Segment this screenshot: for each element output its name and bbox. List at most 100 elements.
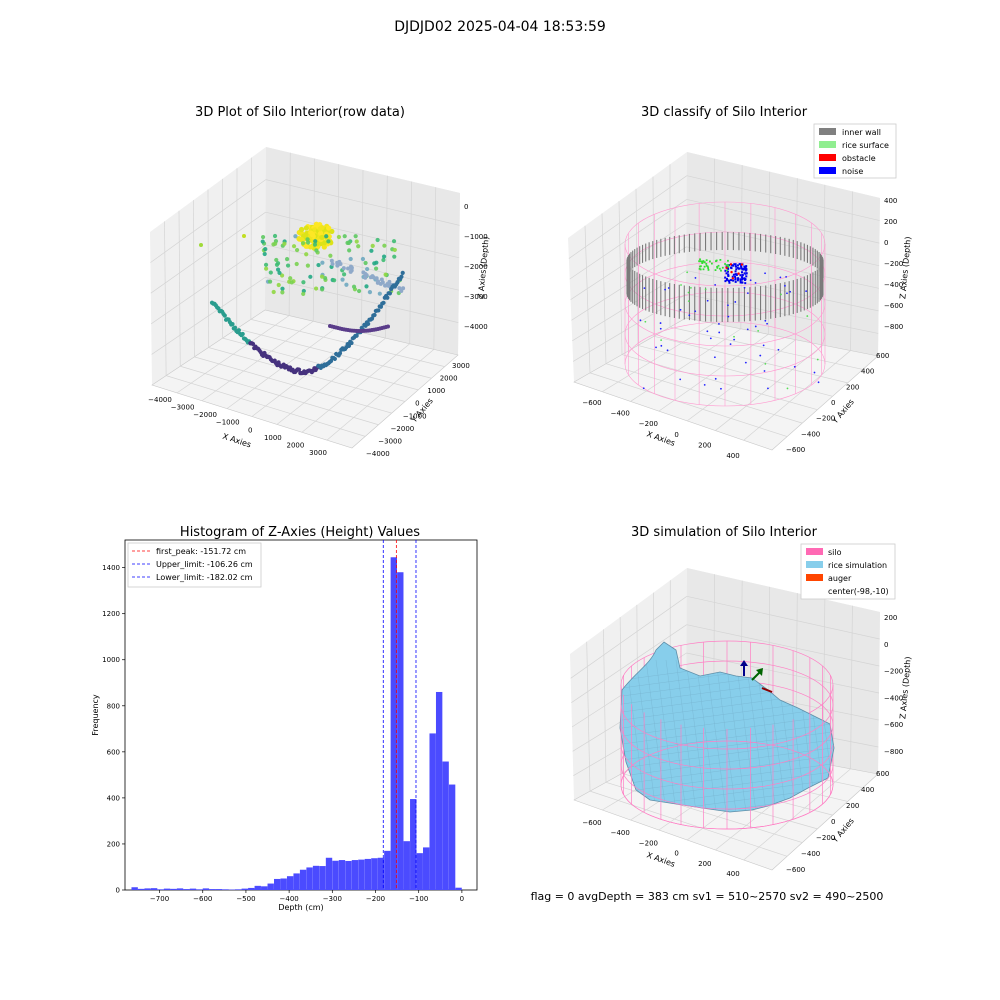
rice-point (709, 260, 711, 263)
noise-point (727, 273, 730, 276)
tick-label: 200 (884, 614, 897, 622)
scatter-point (727, 304, 729, 307)
grid-line (686, 246, 879, 289)
tick-label: −400 (801, 430, 820, 438)
data-point (279, 273, 285, 278)
grid-line (605, 363, 803, 424)
data-point (382, 243, 387, 248)
grid-line (686, 595, 880, 640)
data-point (335, 260, 340, 265)
grid-line (767, 171, 771, 335)
auger-arrows (740, 660, 773, 693)
data-point (304, 252, 309, 257)
scatter-point (709, 337, 712, 340)
data-point (364, 284, 369, 289)
scatter-point (642, 387, 645, 390)
y-tick-label: 1400 (102, 564, 120, 572)
scatter-point (764, 362, 767, 365)
histogram-bar (416, 853, 423, 890)
noise-point (741, 268, 744, 271)
histogram-bar (176, 888, 184, 890)
data-point (344, 282, 349, 287)
noise-point (730, 279, 733, 282)
scatter-point (703, 384, 706, 386)
grid-line (822, 184, 826, 346)
y-tick-label: 1000 (102, 656, 120, 664)
noise-point (739, 274, 742, 277)
tick-label: −3000 (464, 293, 488, 301)
tick-label: 0 (464, 203, 468, 211)
grid-line (589, 790, 788, 857)
data-point (230, 322, 235, 327)
scatter-point (644, 320, 647, 323)
histogram-bar (345, 860, 352, 890)
data-point (305, 240, 311, 245)
noise-point (745, 272, 748, 275)
classified-points (639, 258, 820, 390)
histogram-bar (364, 858, 372, 890)
tick-label: 400 (726, 870, 739, 878)
noise-point (734, 270, 737, 273)
grid-line (276, 337, 386, 425)
histogram-bar (358, 859, 365, 890)
legend-label: Lower_limit: -182.02 cm (156, 573, 253, 582)
tick-label: −600 (582, 399, 601, 407)
rice-point (720, 269, 722, 272)
grid-line (570, 596, 688, 679)
legend-swatch (806, 561, 823, 568)
grid-line (151, 277, 266, 355)
grid-line (572, 270, 687, 342)
x-axis-label: Depth (cm) (278, 903, 323, 912)
legend-label: center(-98,-10) (828, 587, 889, 596)
data-point (264, 266, 269, 271)
x-tick-label: −100 (409, 895, 428, 903)
x-tick-label: −200 (366, 895, 385, 903)
scatter-point (780, 293, 782, 296)
tick-label: 600 (876, 770, 889, 778)
grid-line (164, 221, 167, 376)
scatter-point (733, 335, 735, 338)
data-point (324, 234, 329, 239)
tick-label: −2000 (193, 411, 217, 419)
data-point (340, 277, 345, 282)
data-point (262, 251, 267, 257)
data-point (285, 263, 291, 268)
histogram-bar (222, 889, 229, 890)
data-point (337, 351, 343, 356)
tick-label: −1000 (464, 233, 488, 241)
obstacle-point (730, 270, 733, 274)
scatter-point (793, 365, 796, 368)
histogram-bar (254, 885, 261, 890)
data-point (236, 328, 241, 333)
scatter-point (660, 344, 663, 347)
noise-point (724, 276, 727, 279)
y-tick-label: 1200 (102, 610, 120, 618)
scatter-point (706, 299, 709, 302)
histogram-bar (248, 887, 255, 890)
data-point (308, 274, 313, 279)
tick-label: −600 (786, 446, 805, 454)
grid-line (409, 181, 412, 344)
histogram-bar (312, 865, 320, 890)
rice-point (707, 267, 710, 270)
histogram-bar (423, 847, 430, 890)
data-point (349, 268, 354, 273)
data-point (319, 274, 325, 279)
noise-point (741, 273, 744, 276)
scatter-point (704, 288, 707, 291)
noise-point (726, 277, 729, 280)
noise-point (736, 278, 739, 281)
grid-line (288, 152, 291, 316)
data-point (263, 247, 268, 252)
histogram-bar (371, 858, 378, 890)
data-point (284, 256, 290, 262)
data-point (335, 263, 340, 268)
scatter-point (706, 330, 709, 333)
legend-label: auger (828, 574, 852, 583)
rice-point (703, 265, 706, 268)
y-axis-label: Frequency (91, 694, 100, 736)
rice-point (705, 259, 708, 262)
grid-line (572, 293, 687, 362)
y-tick-label: 200 (107, 840, 120, 848)
scatter-point (813, 371, 816, 374)
